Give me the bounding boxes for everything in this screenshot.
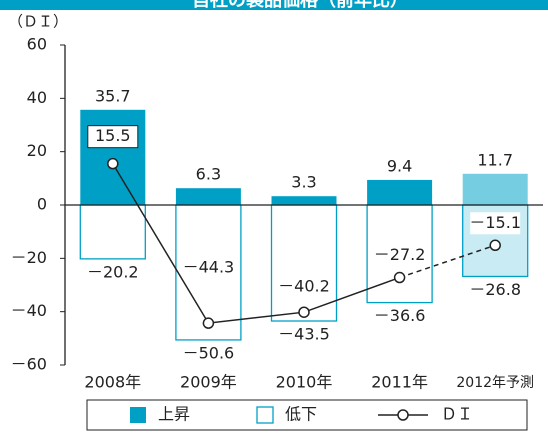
x-tick-label: 2009年 [180, 373, 237, 392]
chart-title: 自社の製品価格（前年比） [192, 0, 408, 11]
bar-label: 9.4 [387, 156, 412, 175]
x-tick-label: 2011年 [371, 373, 428, 392]
point [298, 306, 310, 318]
point [489, 239, 501, 252]
label-bg [183, 257, 234, 280]
bar [462, 173, 528, 205]
y-tick-label: －40 [11, 301, 47, 320]
bar-label: 11.7 [477, 150, 513, 169]
y-tick-label: 40 [27, 88, 47, 107]
line-label: －40.2 [278, 277, 330, 296]
bar-label: －20.2 [87, 262, 139, 281]
legend-swatch [397, 409, 409, 421]
bar [80, 109, 146, 205]
bar-label: －50.6 [183, 343, 235, 362]
legend-label: 上昇 [158, 405, 190, 424]
line-label: －27.2 [374, 245, 426, 264]
bar-label: －43.5 [278, 325, 330, 344]
bar-label: 6.3 [196, 165, 221, 184]
y-tick-label: 0 [37, 195, 47, 214]
bar-label: －26.8 [469, 280, 521, 299]
y-tick-label: 20 [27, 141, 47, 160]
legend-swatch [130, 407, 146, 423]
bar [367, 179, 433, 205]
line-label: －44.3 [183, 258, 235, 277]
line-label: －15.1 [469, 213, 521, 232]
y-tick-label: －60 [11, 355, 47, 374]
bar-label: 3.3 [291, 173, 316, 192]
point [202, 317, 215, 329]
bar [271, 196, 337, 205]
label-bg [470, 212, 521, 235]
bar [79, 204, 146, 260]
legend-label: ＤＩ [441, 405, 473, 424]
title-banner [0, 0, 548, 10]
x-tick-label: 2008年 [84, 373, 141, 392]
label-bg [374, 244, 425, 267]
point [393, 271, 406, 284]
label-bg [87, 125, 139, 149]
bar [270, 204, 338, 322]
forecast-line [399, 244, 496, 279]
x-tick-label: 2010年 [276, 373, 333, 392]
y-axis-label: （ＤＩ） [8, 13, 68, 31]
line [112, 163, 400, 324]
legend-box [86, 399, 528, 431]
bar [175, 188, 241, 205]
legend-swatch [256, 406, 274, 424]
line-label: 15.5 [95, 126, 131, 145]
legend-label: 低下 [285, 405, 317, 424]
y-tick-label: 60 [27, 35, 47, 54]
bar-label: －36.6 [374, 306, 426, 325]
y-tick-label: －20 [11, 248, 47, 267]
bar-label: 35.7 [95, 86, 131, 105]
x-tick-label: 2012年予測 [456, 375, 534, 391]
point [107, 157, 119, 170]
label-bg [279, 276, 329, 299]
